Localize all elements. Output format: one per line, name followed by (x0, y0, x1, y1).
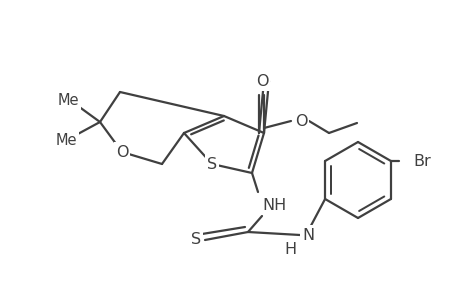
Text: Br: Br (412, 154, 430, 169)
Text: S: S (207, 157, 217, 172)
Text: NH: NH (262, 197, 285, 212)
Text: O: O (255, 74, 268, 88)
Text: Me: Me (57, 92, 78, 107)
Text: N: N (302, 227, 313, 242)
Text: O: O (116, 145, 128, 160)
Text: S: S (190, 232, 201, 247)
Text: Me: Me (55, 133, 77, 148)
Text: H: H (283, 242, 296, 257)
Text: O: O (294, 113, 307, 128)
